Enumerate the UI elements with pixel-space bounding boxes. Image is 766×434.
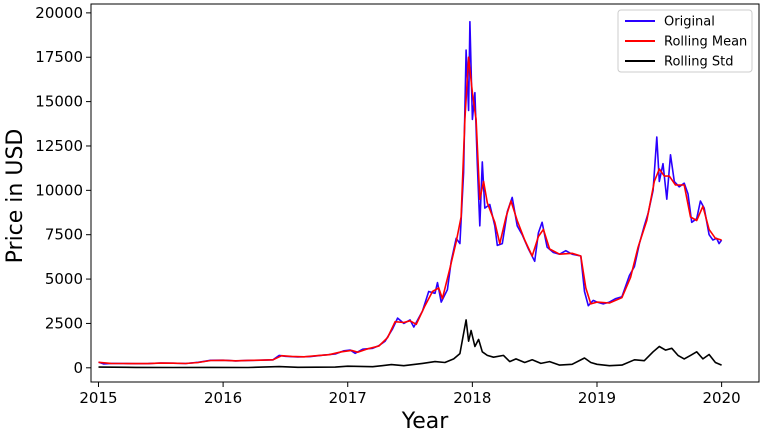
- series-line-rolling-mean: [98, 56, 722, 365]
- x-tick-label: 2016: [204, 389, 242, 407]
- y-tick-label: 0: [73, 359, 83, 377]
- y-tick-label: 15000: [35, 93, 83, 111]
- y-tick-label: 2500: [45, 314, 83, 332]
- y-axis-label: Price in USD: [3, 129, 28, 264]
- legend-label: Rolling Std: [664, 55, 733, 70]
- x-axis-label: Year: [401, 409, 450, 434]
- y-tick-label: 20000: [35, 4, 83, 22]
- legend-box: [617, 9, 753, 73]
- legend-label: Rolling Mean: [664, 35, 747, 50]
- y-tick-label: 17500: [35, 48, 83, 66]
- y-tick-label: 5000: [45, 270, 83, 288]
- x-axis: 2015 2016 2017 2018 2019 2020: [79, 382, 741, 407]
- legend-label: Original: [664, 15, 715, 30]
- x-tick-label: 2019: [578, 389, 616, 407]
- x-tick-label: 2018: [453, 389, 491, 407]
- x-tick-label: 2017: [329, 389, 367, 407]
- series-line-rolling-std: [98, 319, 722, 369]
- x-tick-label: 2020: [703, 389, 741, 407]
- plot-lines: [98, 20, 723, 369]
- y-tick-label: 10000: [35, 181, 83, 199]
- y-tick-label: 12500: [35, 137, 83, 155]
- y-axis: 0 2500 5000 7500 10000 12500 15000 17500 20000: [35, 4, 91, 377]
- x-tick-label: 2015: [79, 389, 117, 407]
- plot-frame: [90, 3, 760, 383]
- legend: Original Rolling Mean Rolling Std: [617, 9, 753, 73]
- y-tick-label: 7500: [45, 226, 83, 244]
